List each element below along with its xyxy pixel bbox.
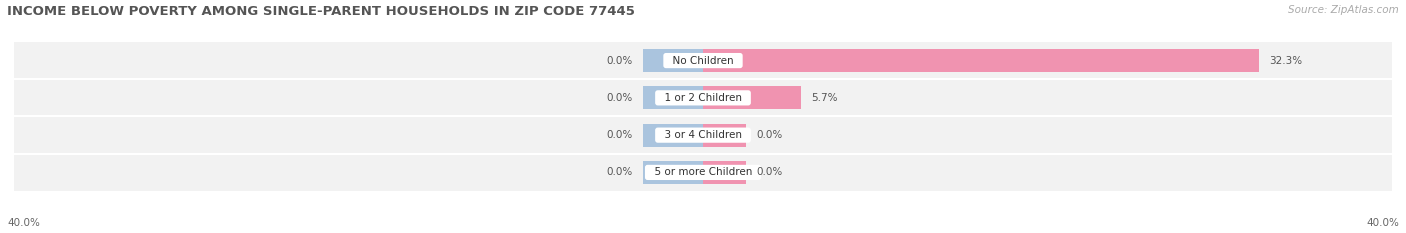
Bar [14, 116, 1392, 154]
Bar [643, 123, 703, 147]
Bar [703, 49, 1260, 72]
Text: 0.0%: 0.0% [756, 130, 783, 140]
Bar [14, 79, 1392, 116]
Text: No Children: No Children [666, 56, 740, 65]
Text: 3 or 4 Children: 3 or 4 Children [658, 130, 748, 140]
Bar [14, 42, 1392, 79]
Bar [643, 161, 703, 184]
Text: INCOME BELOW POVERTY AMONG SINGLE-PARENT HOUSEHOLDS IN ZIP CODE 77445: INCOME BELOW POVERTY AMONG SINGLE-PARENT… [7, 5, 636, 18]
Text: 40.0%: 40.0% [7, 218, 39, 228]
Text: Source: ZipAtlas.com: Source: ZipAtlas.com [1288, 5, 1399, 15]
Bar [703, 86, 801, 110]
Text: 40.0%: 40.0% [1367, 218, 1399, 228]
Bar [643, 86, 703, 110]
Bar [703, 123, 747, 147]
Text: 0.0%: 0.0% [606, 56, 633, 65]
Text: 5 or more Children: 5 or more Children [648, 168, 758, 177]
Text: 0.0%: 0.0% [606, 130, 633, 140]
Text: 0.0%: 0.0% [606, 168, 633, 177]
Bar [643, 49, 703, 72]
Bar [703, 161, 747, 184]
Text: 5.7%: 5.7% [811, 93, 838, 103]
Text: 32.3%: 32.3% [1270, 56, 1303, 65]
Text: 0.0%: 0.0% [606, 93, 633, 103]
Text: 0.0%: 0.0% [756, 168, 783, 177]
Bar [14, 154, 1392, 191]
Text: 1 or 2 Children: 1 or 2 Children [658, 93, 748, 103]
